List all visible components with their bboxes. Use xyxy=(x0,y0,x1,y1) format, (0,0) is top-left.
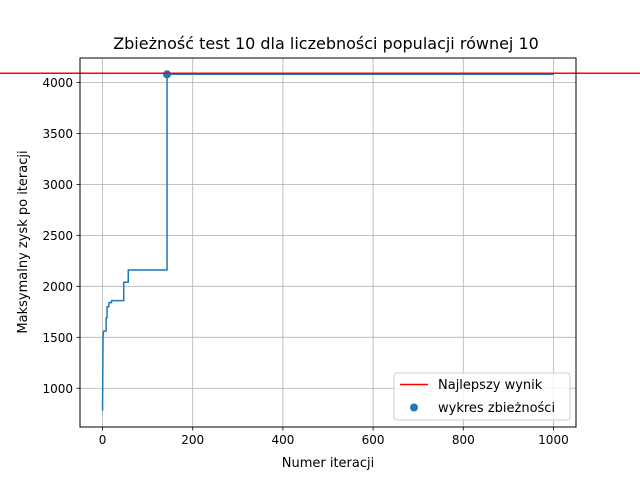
y-tick-label: 2000 xyxy=(42,280,73,294)
y-tick-label: 4000 xyxy=(42,76,73,90)
legend-box xyxy=(393,372,571,421)
chart-title: Zbieżność test 10 dla liczebności popula… xyxy=(113,34,539,53)
plot-area xyxy=(80,58,576,427)
y-tick-label: 1000 xyxy=(42,382,73,396)
x-axis-label: Numer iteracji xyxy=(282,456,375,471)
legend: Najlepszy wynik wykres zbieżności xyxy=(393,372,571,421)
grid xyxy=(80,58,576,427)
x-tick-label: 0 xyxy=(99,433,107,447)
legend-label-convergence: wykres zbieżności xyxy=(438,401,555,416)
y-tick-label: 3000 xyxy=(42,178,73,192)
convergence-line xyxy=(101,73,554,411)
plot-frame xyxy=(79,57,577,428)
x-tick-label: 1000 xyxy=(538,433,569,447)
ticks: 0 200 400 600 800 1000 1000 1500 2000 2500 3000 350… xyxy=(42,76,568,447)
y-axis-label: Maksymalny zysk po iteracji xyxy=(16,150,31,333)
legend-dot-marker xyxy=(410,403,418,412)
y-tick-label: 2500 xyxy=(42,229,73,243)
data-layer xyxy=(0,70,640,411)
y-tick-label: 3500 xyxy=(42,127,73,141)
legend-label-best: Najlepszy wynik xyxy=(438,378,543,393)
y-tick-label: 1500 xyxy=(42,331,73,345)
x-tick-label: 200 xyxy=(181,433,204,447)
best-point-marker xyxy=(163,70,172,79)
x-tick-label: 800 xyxy=(452,433,475,447)
x-tick-label: 400 xyxy=(271,433,294,447)
x-tick-label: 600 xyxy=(362,433,385,447)
